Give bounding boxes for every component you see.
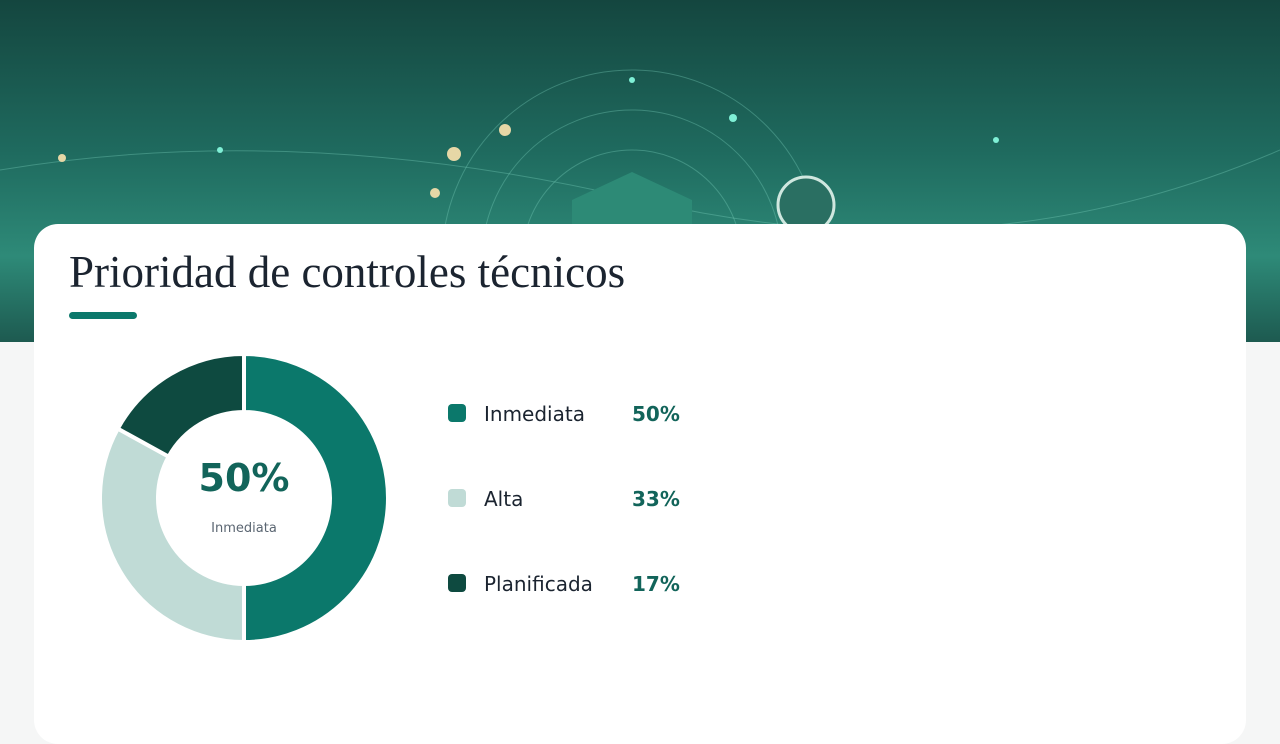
legend-label: Alta — [484, 487, 523, 511]
legend-swatch — [448, 574, 466, 592]
chart: 50% Inmediata Inmediata 50% Alta 33% Planifi… — [98, 351, 680, 645]
legend-value: 33% — [632, 487, 680, 511]
page: Prioridad de controles técnicos 50% Inme… — [0, 0, 1280, 645]
legend-swatch — [448, 489, 466, 507]
center-label: Inmediata — [211, 521, 277, 536]
center-value: 50% — [199, 456, 290, 500]
legend-label: Inmediata — [484, 402, 585, 426]
donut-slice — [115, 351, 246, 460]
legend-value: 17% — [632, 572, 680, 596]
title-underline — [69, 312, 137, 319]
card: Prioridad de controles técnicos — [34, 224, 1246, 744]
legend-value: 50% — [632, 402, 680, 426]
legend-label: Planificada — [484, 572, 593, 596]
donut-slice — [242, 351, 390, 645]
chart-title: Prioridad de controles técnicos — [69, 247, 626, 297]
legend-swatch — [448, 404, 466, 422]
donut-slice — [98, 425, 246, 645]
